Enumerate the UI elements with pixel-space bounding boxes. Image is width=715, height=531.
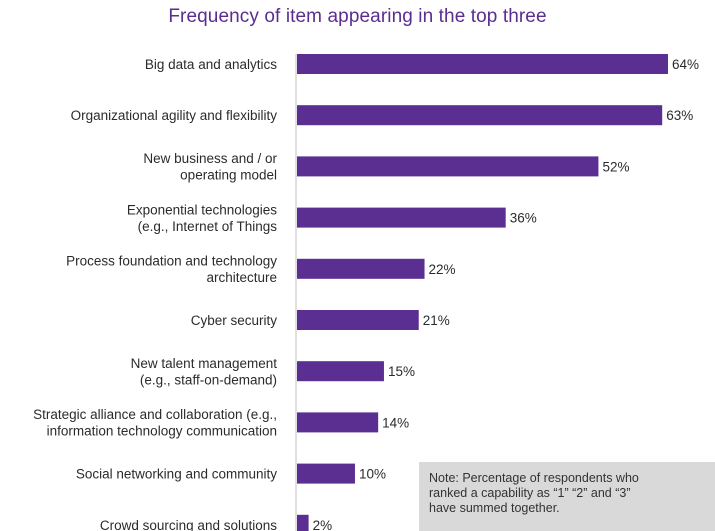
category-label-5: Cyber security [191, 313, 278, 328]
bar-1 [297, 105, 663, 126]
bar-7 [297, 412, 379, 433]
category-label-2: New business and / or operating model [143, 151, 277, 183]
category-label-4: Process foundation and technology archite… [66, 254, 277, 286]
value-label-5: 21% [423, 313, 450, 328]
bar-4 [297, 258, 425, 279]
category-label-1: Organizational agility and flexibility [71, 108, 278, 123]
category-label-7: Strategic alliance and collaboration (e.… [33, 407, 277, 439]
value-label-0: 64% [672, 57, 699, 72]
bar-9 [297, 514, 309, 531]
value-label-9: 2% [313, 518, 333, 531]
category-label-3: Exponential technologies (e.g., Internet … [127, 202, 277, 234]
category-label-6: New talent management (e.g., staff-on-dem… [131, 356, 278, 388]
bar-8 [297, 463, 355, 484]
bar-6 [297, 361, 384, 382]
value-label-3: 36% [510, 211, 537, 226]
value-label-8: 10% [359, 467, 386, 482]
bar-2 [297, 156, 599, 177]
value-label-6: 15% [388, 364, 415, 379]
bar-5 [297, 310, 419, 330]
value-label-7: 14% [382, 415, 409, 430]
value-label-1: 63% [666, 108, 693, 123]
category-label-9: Crowd sourcing and solutions [100, 518, 277, 531]
bar-3 [297, 207, 506, 228]
bar-0 [297, 54, 668, 74]
value-label-2: 52% [602, 159, 629, 174]
category-label-8: Social networking and community [76, 467, 277, 482]
note-box: Note: Percentage of respondents who rank… [419, 462, 715, 531]
value-label-4: 22% [429, 262, 456, 277]
category-label-0: Big data and analytics [145, 57, 277, 72]
chart-title: Frequency of item appearing in the top t… [168, 6, 547, 27]
